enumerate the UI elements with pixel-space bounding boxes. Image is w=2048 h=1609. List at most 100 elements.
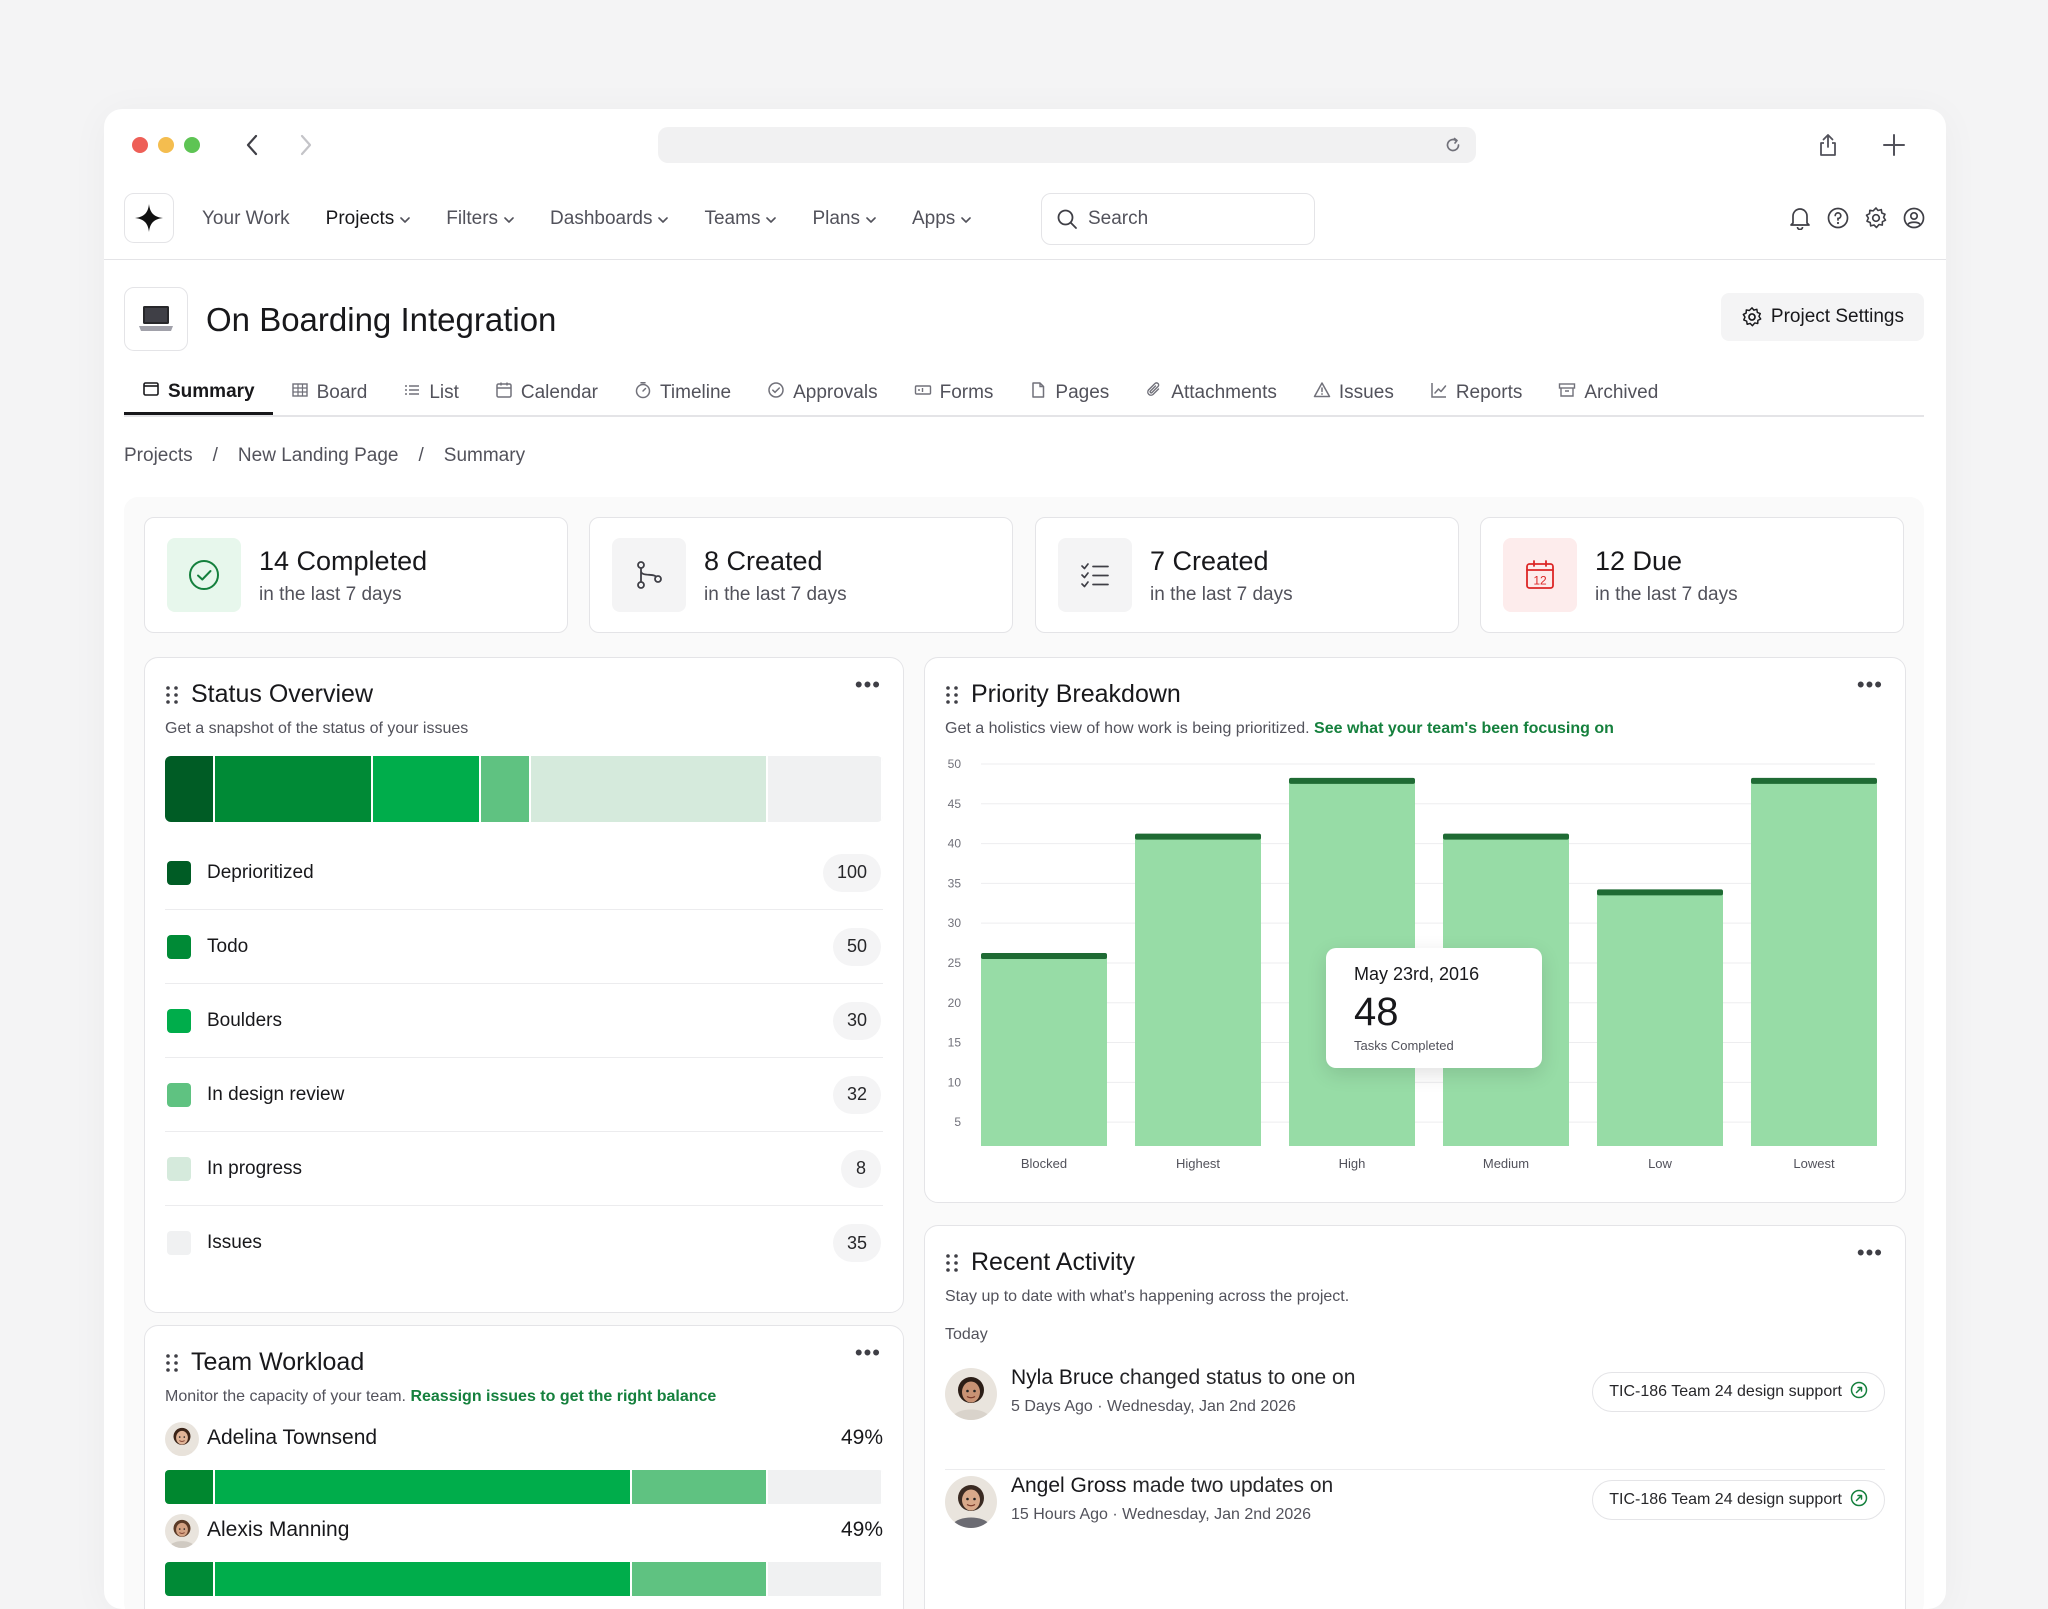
gear-icon[interactable] xyxy=(1864,203,1888,233)
check-circle-icon xyxy=(767,381,785,405)
team-member-capacity: 49% xyxy=(840,1518,883,1541)
avatar xyxy=(165,1514,199,1548)
status-bar-segment[interactable] xyxy=(373,756,481,822)
status-count-badge: 32 xyxy=(832,1075,881,1114)
warning-icon xyxy=(1313,381,1331,405)
new-tab-plus-icon[interactable] xyxy=(1878,129,1910,161)
project-settings-button[interactable]: Project Settings xyxy=(1720,293,1924,341)
nav-item-dashboards[interactable]: Dashboards xyxy=(550,208,669,230)
breadcrumb-item[interactable]: New Landing Page xyxy=(237,445,399,466)
tab-archived[interactable]: Archived xyxy=(1540,371,1676,415)
tab-issues[interactable]: Issues xyxy=(1295,371,1412,415)
drag-handle-icon[interactable] xyxy=(945,685,959,705)
workload-bar-segment[interactable] xyxy=(631,1562,769,1596)
team-member-row[interactable]: Alexis Manning 49% xyxy=(165,1514,883,1554)
chart-bar-cap xyxy=(1597,889,1723,896)
more-options-icon[interactable]: ••• xyxy=(854,1340,881,1365)
status-bar-segment[interactable] xyxy=(531,756,769,822)
tab-approvals[interactable]: Approvals xyxy=(749,371,896,415)
status-row[interactable]: In design review 32 xyxy=(165,1058,883,1132)
activity-item[interactable]: Nyla Bruce changed status to one on 5 Day… xyxy=(945,1362,1885,1470)
app-logo[interactable] xyxy=(124,193,174,243)
stat-card[interactable]: 12 12 Due in the last 7 days xyxy=(1480,517,1904,633)
activity-group-label: Today xyxy=(945,1326,988,1343)
tab-reports[interactable]: Reports xyxy=(1412,371,1541,415)
workload-bar-segment[interactable] xyxy=(768,1562,883,1596)
status-row[interactable]: Deprioritized 100 xyxy=(165,836,883,910)
team-member-row[interactable]: Adelina Townsend 49% xyxy=(165,1422,883,1462)
tab-forms[interactable]: Forms xyxy=(896,371,1012,415)
nav-item-projects[interactable]: Projects xyxy=(326,208,411,230)
more-options-icon[interactable]: ••• xyxy=(1856,1240,1883,1265)
close-window-button[interactable] xyxy=(132,137,148,153)
breadcrumb-item: Summary xyxy=(443,445,526,466)
bell-icon[interactable] xyxy=(1788,203,1812,233)
nav-item-apps[interactable]: Apps xyxy=(912,208,972,230)
priority-focus-link[interactable]: See what your team's been focusing on xyxy=(1314,720,1614,737)
address-bar[interactable] xyxy=(658,127,1476,163)
more-options-icon[interactable]: ••• xyxy=(1856,672,1883,697)
forward-arrow-icon[interactable] xyxy=(290,129,322,161)
y-tick-label: 40 xyxy=(948,837,962,851)
status-bar-segment[interactable] xyxy=(165,756,216,822)
activity-item[interactable]: Angel Gross made two updates on 15 Hours … xyxy=(945,1470,1885,1578)
x-tick-label: Blocked xyxy=(1021,1156,1067,1171)
help-icon[interactable] xyxy=(1826,203,1850,233)
search-input[interactable] xyxy=(1088,208,1288,230)
tab-attachments[interactable]: Attachments xyxy=(1127,371,1295,415)
nav-item-teams[interactable]: Teams xyxy=(704,208,777,230)
chart-bar[interactable] xyxy=(1751,779,1877,1146)
status-bar-segment[interactable] xyxy=(480,756,532,822)
drag-handle-icon[interactable] xyxy=(165,685,179,705)
status-bar-segment[interactable] xyxy=(768,756,883,822)
reload-icon[interactable] xyxy=(1444,136,1462,159)
back-arrow-icon[interactable] xyxy=(236,129,268,161)
stat-card[interactable]: 8 Created in the last 7 days xyxy=(589,517,1013,633)
status-row[interactable]: In progress 8 xyxy=(165,1132,883,1206)
activity-user-name[interactable]: Angel Gross xyxy=(1011,1474,1127,1497)
status-row[interactable]: Issues 35 xyxy=(165,1206,883,1280)
drag-handle-icon[interactable] xyxy=(945,1253,959,1273)
breadcrumb-separator: / xyxy=(212,445,218,466)
nav-item-label: Dashboards xyxy=(550,208,653,229)
minimize-window-button[interactable] xyxy=(158,137,174,153)
tab-summary[interactable]: Summary xyxy=(124,371,273,415)
nav-item-your-work[interactable]: Your Work xyxy=(202,208,290,230)
chart-bar[interactable] xyxy=(1135,835,1261,1146)
tab-pages[interactable]: Pages xyxy=(1011,371,1127,415)
chart-bar[interactable] xyxy=(981,955,1107,1146)
workload-bar-segment[interactable] xyxy=(768,1470,883,1504)
stat-card[interactable]: 14 Completed in the last 7 days xyxy=(144,517,568,633)
status-row[interactable]: Todo 50 xyxy=(165,910,883,984)
tab-timeline[interactable]: Timeline xyxy=(616,371,749,415)
workload-bar-segment[interactable] xyxy=(631,1470,769,1504)
workload-bar-segment[interactable] xyxy=(165,1562,216,1596)
reassign-issues-link[interactable]: Reassign issues to get the right balance xyxy=(410,1388,717,1405)
nav-item-plans[interactable]: Plans xyxy=(812,208,876,230)
issue-link-chip[interactable]: TIC-186 Team 24 design support xyxy=(1592,1480,1885,1520)
workload-bar-segment[interactable] xyxy=(165,1470,216,1504)
maximize-window-button[interactable] xyxy=(184,137,200,153)
tab-calendar[interactable]: Calendar xyxy=(477,371,616,415)
tab-board[interactable]: Board xyxy=(273,371,386,415)
activity-user-name[interactable]: Nyla Bruce xyxy=(1011,1366,1114,1389)
breadcrumb-item[interactable]: Projects xyxy=(124,445,193,466)
search-box[interactable] xyxy=(1041,193,1315,245)
chart-bar[interactable] xyxy=(1597,891,1723,1146)
stat-card[interactable]: 7 Created in the last 7 days xyxy=(1035,517,1459,633)
tab-list[interactable]: List xyxy=(385,371,477,415)
user-profile-icon[interactable] xyxy=(1902,203,1926,233)
status-row[interactable]: Boulders 30 xyxy=(165,984,883,1058)
y-tick-label: 5 xyxy=(954,1115,961,1129)
status-bar-segment[interactable] xyxy=(215,756,374,822)
workload-bar-segment[interactable] xyxy=(215,1470,632,1504)
share-icon[interactable] xyxy=(1812,129,1844,161)
more-options-icon[interactable]: ••• xyxy=(854,672,881,697)
x-tick-label: Medium xyxy=(1483,1156,1529,1171)
tab-label: Issues xyxy=(1338,382,1394,403)
search-icon xyxy=(1057,209,1077,229)
issue-link-chip[interactable]: TIC-186 Team 24 design support xyxy=(1592,1372,1885,1412)
nav-item-filters[interactable]: Filters xyxy=(446,208,514,230)
workload-bar-segment[interactable] xyxy=(215,1562,632,1596)
drag-handle-icon[interactable] xyxy=(165,1353,179,1373)
